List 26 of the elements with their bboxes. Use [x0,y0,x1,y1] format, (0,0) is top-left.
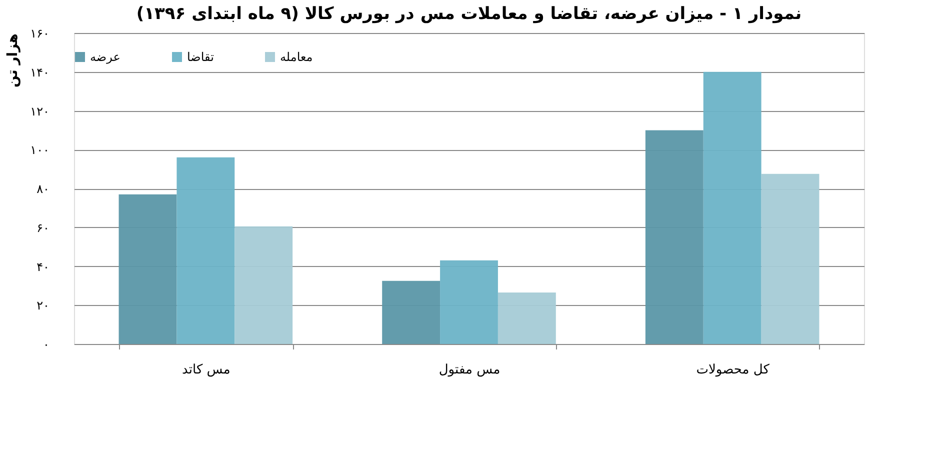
y-axis-title: هزار تن [5,34,22,88]
bar [498,292,556,344]
y-tick-label: ۱۲۰ [30,104,50,118]
chart-title: نمودار ۱ - میزان عرضه، تقاضا و معاملات مس در بورس کالا (۹ ماه ابتدای ۱۳۹۶) [136,4,802,24]
bar [645,130,704,344]
legend-label: معامله [280,50,313,64]
legend-label: تقاضا [187,50,214,64]
bar [382,280,440,344]
bar [703,72,762,344]
y-tick-label: ۲۰ [36,298,50,313]
bar [234,226,293,344]
bar [440,260,498,344]
bar [176,157,235,344]
y-tick-label: ۰ [43,338,50,352]
y-tick-label: ۱۰۰ [30,143,50,158]
y-tick-label: ۶۰ [36,220,50,235]
x-tick-label: مس کاتد [182,362,230,378]
bar [118,194,177,344]
x-tick-label: کل محصولات [696,362,770,378]
legend-label: عرضه [90,50,120,64]
y-tick-label: ۴۰ [36,260,50,274]
bar [761,174,820,344]
x-tick-label: مس مفتول [438,362,500,378]
y-tick-label: ۱۶۰ [30,26,50,40]
y-tick-label: ۸۰ [36,182,50,196]
y-tick-label: ۱۴۰ [30,65,50,80]
